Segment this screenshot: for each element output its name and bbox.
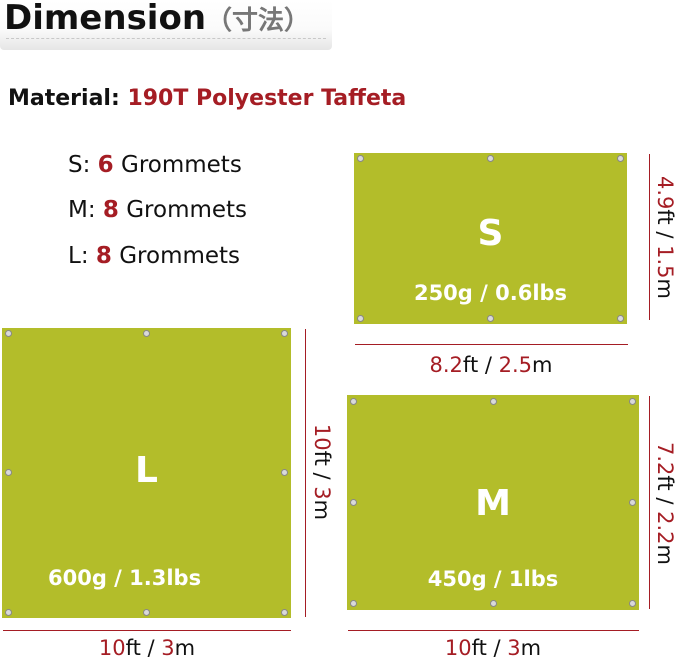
grommet-icon: [281, 469, 288, 476]
grommet-icon: [281, 330, 288, 337]
tarp-l-weight: 600g / 1.3lbs: [48, 566, 202, 590]
grommet-icon: [617, 315, 624, 322]
grommet-icon: [629, 398, 636, 405]
m-width-arrow: [348, 630, 639, 631]
tarp-s: S 250g / 0.6lbs: [354, 153, 627, 324]
header-bar: [0, 0, 332, 50]
l-height-label: 10ft / 3m: [310, 423, 334, 521]
tarp-l: L 600g / 1.3lbs: [2, 328, 291, 618]
tarp-m: M 450g / 1lbs: [347, 395, 639, 610]
page-title: Dimension（寸法）: [4, 0, 311, 38]
grommet-icon: [5, 469, 12, 476]
grommet-icon: [357, 315, 364, 322]
material-line: Material: 190T Polyester Taffeta: [8, 86, 407, 111]
grommet-icon: [617, 155, 624, 162]
tarp-m-weight: 450g / 1lbs: [427, 567, 559, 591]
s-width-arrow: [355, 344, 628, 345]
grommet-icon: [5, 330, 12, 337]
l-width-label: 10ft / 3m: [98, 636, 196, 660]
l-width-arrow: [3, 630, 291, 631]
tarp-s-label: S: [477, 213, 504, 254]
grommet-icon: [490, 600, 497, 607]
grommet-icon: [5, 609, 12, 616]
grommets-m: M: 8 Grommets: [68, 197, 248, 223]
m-width-label: 10ft / 3m: [444, 636, 542, 660]
tarp-l-label: L: [135, 450, 158, 491]
grommet-icon: [487, 315, 494, 322]
s-height-arrow: [649, 154, 650, 320]
tarp-s-weight: 250g / 0.6lbs: [413, 281, 568, 305]
grommet-icon: [357, 155, 364, 162]
grommet-icon: [490, 398, 497, 405]
grommet-icon: [143, 609, 150, 616]
grommet-icon: [143, 330, 150, 337]
m-height-arrow: [649, 396, 650, 609]
grommet-icon: [629, 600, 636, 607]
grommet-icon: [281, 609, 288, 616]
header-divider: [6, 38, 326, 39]
m-height-label: 7.2ft / 2.2m: [653, 442, 677, 565]
grommets-l: L: 8 Grommets: [68, 243, 241, 269]
s-height-label: 4.9ft / 1.5m: [653, 176, 677, 299]
l-height-arrow: [305, 329, 306, 617]
grommet-icon: [350, 600, 357, 607]
grommet-icon: [629, 499, 636, 506]
grommet-icon: [350, 499, 357, 506]
grommet-icon: [350, 398, 357, 405]
tarp-m-label: M: [475, 483, 511, 524]
s-width-label: 8.2ft / 2.5m: [429, 353, 553, 377]
grommet-icon: [487, 155, 494, 162]
grommets-s: S: 6 Grommets: [68, 152, 242, 178]
